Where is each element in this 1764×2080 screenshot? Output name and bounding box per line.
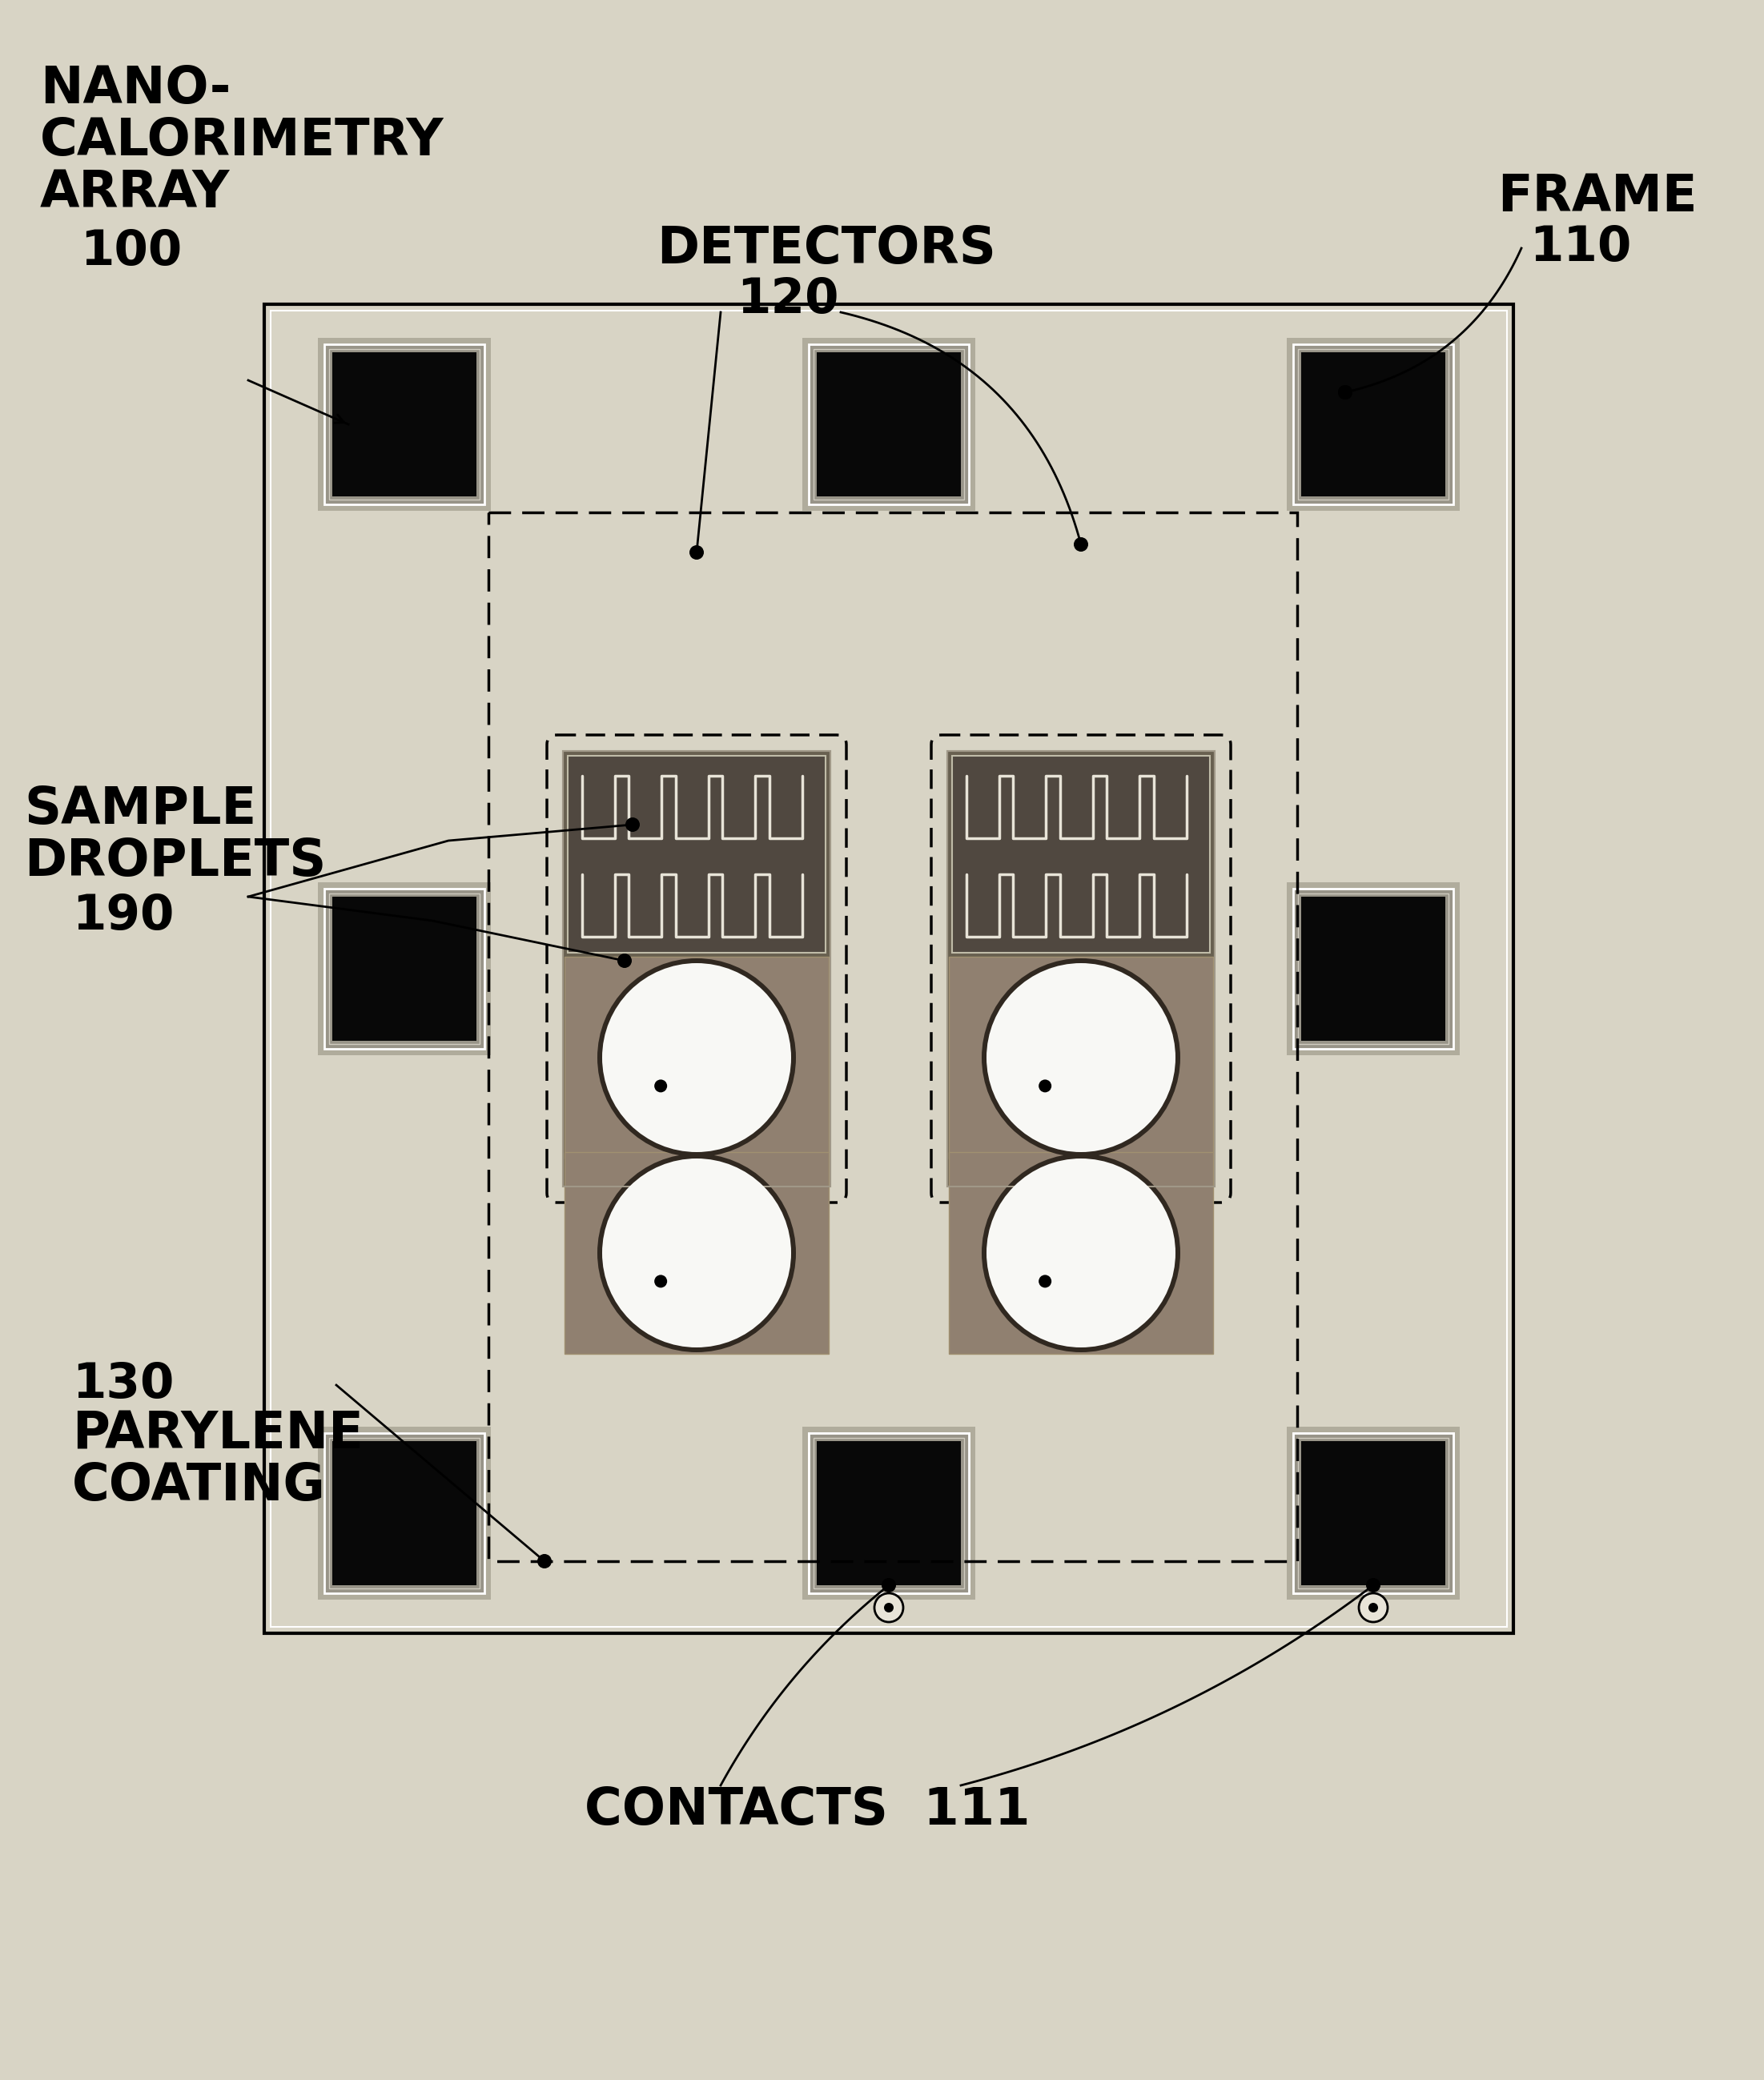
Circle shape [598, 959, 796, 1156]
Circle shape [602, 963, 790, 1152]
Bar [563, 751, 831, 1186]
Bar [803, 1427, 975, 1600]
Bar [1302, 896, 1445, 1040]
Bar [1286, 337, 1461, 512]
Bar [318, 337, 490, 512]
Bar [563, 751, 831, 1186]
Bar [489, 512, 1297, 1562]
Bar [1293, 1433, 1454, 1593]
Circle shape [690, 545, 704, 560]
Bar [1293, 345, 1454, 503]
Text: FRAME: FRAME [1498, 173, 1697, 223]
Text: PARYLENE: PARYLENE [72, 1408, 363, 1458]
Bar [949, 957, 1214, 1159]
Bar [265, 304, 1514, 1633]
Circle shape [1369, 1604, 1378, 1612]
Bar [803, 337, 975, 512]
Text: NANO-: NANO- [41, 64, 231, 114]
Circle shape [983, 1154, 1180, 1352]
Circle shape [626, 817, 640, 832]
Bar [803, 1427, 975, 1600]
Bar [953, 755, 1210, 953]
Circle shape [884, 1604, 894, 1612]
Circle shape [617, 953, 632, 967]
Circle shape [1039, 1275, 1051, 1288]
Bar [808, 345, 968, 503]
Circle shape [654, 1275, 667, 1288]
Bar [947, 751, 1215, 1186]
Bar [1286, 882, 1461, 1055]
Circle shape [983, 959, 1180, 1156]
Bar [808, 1433, 968, 1593]
Bar [1286, 1427, 1461, 1600]
Bar [330, 349, 480, 499]
Bar [1302, 1441, 1445, 1585]
Bar [564, 957, 829, 1159]
Bar [808, 1433, 968, 1593]
Bar [1286, 1427, 1461, 1600]
Bar [568, 755, 826, 953]
Circle shape [882, 1579, 896, 1593]
Bar [1293, 888, 1454, 1048]
Bar [270, 310, 1506, 1627]
Circle shape [1339, 385, 1353, 399]
Bar [1298, 349, 1448, 499]
Bar [817, 1441, 961, 1585]
Bar [1293, 1433, 1454, 1593]
Circle shape [1074, 537, 1088, 551]
Circle shape [986, 1159, 1175, 1348]
Text: CONTACTS  111: CONTACTS 111 [584, 1785, 1030, 1835]
Bar [817, 352, 961, 497]
Bar [330, 894, 480, 1044]
Circle shape [1358, 1593, 1388, 1622]
Bar [1298, 1437, 1448, 1589]
Bar [325, 1433, 485, 1593]
Bar [332, 352, 476, 497]
Text: 100: 100 [79, 229, 182, 275]
Bar [949, 1152, 1214, 1354]
Circle shape [875, 1593, 903, 1622]
Bar [318, 882, 490, 1055]
Bar [947, 751, 1215, 1186]
Bar [1298, 894, 1448, 1044]
Bar [813, 1437, 965, 1589]
Text: SAMPLE: SAMPLE [25, 784, 256, 834]
Bar [332, 896, 476, 1040]
Bar [813, 1437, 965, 1589]
Bar [330, 1437, 480, 1589]
Circle shape [1339, 385, 1353, 399]
Text: CALORIMETRY: CALORIMETRY [41, 116, 445, 166]
Text: 120: 120 [737, 277, 838, 324]
Text: 110: 110 [1529, 225, 1632, 270]
Text: DROPLETS: DROPLETS [25, 836, 326, 886]
Circle shape [1039, 1080, 1051, 1092]
Bar [1302, 352, 1445, 497]
Text: 190: 190 [72, 892, 175, 940]
Text: ARRAY: ARRAY [41, 168, 229, 218]
Text: COATING: COATING [72, 1460, 326, 1510]
Bar [332, 1441, 476, 1585]
Text: DETECTORS: DETECTORS [656, 225, 997, 275]
Bar [325, 345, 485, 503]
Bar [318, 1427, 490, 1600]
Bar [817, 1441, 961, 1585]
Bar [1298, 1437, 1448, 1589]
Bar [813, 349, 965, 499]
Bar [1302, 1441, 1445, 1585]
Circle shape [538, 1554, 552, 1568]
Bar [564, 1152, 829, 1354]
Circle shape [1365, 1579, 1381, 1593]
Bar [325, 888, 485, 1048]
Circle shape [986, 963, 1175, 1152]
Circle shape [654, 1080, 667, 1092]
Circle shape [598, 1154, 796, 1352]
Circle shape [602, 1159, 790, 1348]
Text: 130: 130 [72, 1360, 175, 1408]
